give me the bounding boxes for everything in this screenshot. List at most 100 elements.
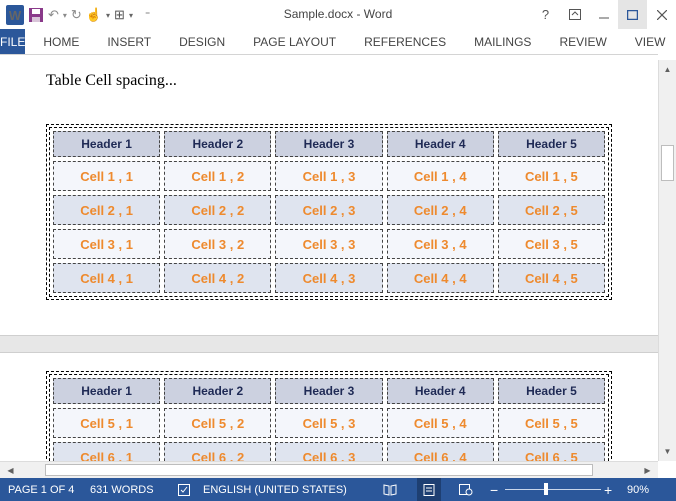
document-area[interactable]: Table Cell spacing... Header 1 Header 2 He… (0, 54, 658, 461)
table-cell[interactable]: Cell 5 , 2 (164, 408, 271, 438)
table-header-cell[interactable]: Header 3 (275, 378, 382, 404)
table-dropdown-icon[interactable]: ▾ (129, 5, 133, 25)
table-cell[interactable]: Cell 1 , 3 (275, 161, 382, 191)
table-cell[interactable]: Cell 6 , 4 (387, 442, 494, 461)
tab-view[interactable]: VIEW (621, 29, 676, 54)
table-cell[interactable]: Cell 5 , 5 (498, 408, 605, 438)
table-header-cell[interactable]: Header 1 (53, 131, 160, 157)
word-count[interactable]: 631 WORDS (90, 478, 154, 501)
document-text: Table Cell spacing... (46, 72, 177, 90)
word-app-icon[interactable]: W (6, 5, 24, 25)
table-cell[interactable]: Cell 5 , 4 (387, 408, 494, 438)
touch-dropdown-icon[interactable]: ▾ (106, 5, 110, 25)
tab-insert[interactable]: INSERT (93, 29, 165, 54)
table-row: Cell 1 , 1 Cell 1 , 2 Cell 1 , 3 Cell 1 , 4… (51, 159, 607, 193)
page-break-gap (0, 335, 658, 353)
title-bar: W ↶ ▾ ↻ ☝ ▾ ⊞ ▾ ⁼ Sample.docx - Word ? (0, 0, 676, 29)
close-button[interactable] (647, 0, 676, 29)
table-header-cell[interactable]: Header 4 (387, 378, 494, 404)
table-body: Header 1 Header 2 Header 3 Header 4 Header 5… (49, 127, 609, 297)
save-icon[interactable] (28, 5, 44, 25)
window-controls: ? (531, 0, 676, 29)
zoom-slider-knob[interactable] (544, 483, 548, 495)
table-header-cell[interactable]: Header 3 (275, 131, 382, 157)
undo-dropdown-icon[interactable]: ▾ (63, 5, 67, 25)
table-cell[interactable]: Cell 3 , 3 (275, 229, 382, 259)
table-cell[interactable]: Cell 4 , 2 (164, 263, 271, 293)
scroll-left-icon[interactable]: ◀ (3, 462, 18, 478)
touch-mode-icon[interactable]: ☝ (86, 5, 102, 25)
table-cell[interactable]: Cell 1 , 2 (164, 161, 271, 191)
table-header-cell[interactable]: Header 5 (498, 131, 605, 157)
table-cell[interactable]: Cell 3 , 2 (164, 229, 271, 259)
table[interactable]: Header 1 Header 2 Header 3 Header 4 Header 5… (46, 124, 612, 300)
table-cell[interactable]: Cell 1 , 5 (498, 161, 605, 191)
tab-file[interactable]: FILE (0, 29, 25, 54)
table-cell[interactable]: Cell 6 , 5 (498, 442, 605, 461)
scroll-down-icon[interactable]: ▼ (659, 444, 676, 459)
page[interactable]: Table Cell spacing... Header 1 Header 2 He… (0, 55, 658, 335)
table-cell[interactable]: Cell 1 , 1 (53, 161, 160, 191)
redo-icon[interactable]: ↻ (71, 5, 82, 25)
zoom-in-button[interactable]: + (604, 478, 612, 501)
help-button[interactable]: ? (531, 0, 560, 29)
table-header-cell[interactable]: Header 1 (53, 378, 160, 404)
table-cell[interactable]: Cell 2 , 4 (387, 195, 494, 225)
maximize-button[interactable] (618, 0, 647, 29)
tab-home[interactable]: HOME (25, 29, 93, 54)
zoom-level[interactable]: 90% (627, 478, 649, 501)
scroll-right-icon[interactable]: ▶ (640, 462, 655, 478)
table-cell[interactable]: Cell 4 , 5 (498, 263, 605, 293)
table-header-cell[interactable]: Header 5 (498, 378, 605, 404)
ribbon-tabs: FILE HOME INSERT DESIGN PAGE LAYOUT REFE… (0, 29, 676, 54)
table-header-cell[interactable]: Header 4 (387, 131, 494, 157)
table-cell[interactable]: Cell 2 , 2 (164, 195, 271, 225)
table-cell[interactable]: Cell 4 , 1 (53, 263, 160, 293)
horizontal-scroll-thumb[interactable] (45, 464, 593, 476)
table-header-cell[interactable]: Header 2 (164, 131, 271, 157)
tab-design[interactable]: DESIGN (165, 29, 239, 54)
tab-references[interactable]: REFERENCES (350, 29, 460, 54)
table-row: Cell 5 , 1 Cell 5 , 2 Cell 5 , 3 Cell 5 , 4… (51, 406, 607, 440)
table-icon[interactable]: ⊞ (114, 5, 125, 25)
table-cell[interactable]: Cell 2 , 5 (498, 195, 605, 225)
table-cell[interactable]: Cell 4 , 4 (387, 263, 494, 293)
undo-icon[interactable]: ↶ (48, 5, 59, 25)
vertical-scrollbar[interactable]: ▲ ▼ (658, 60, 676, 461)
page[interactable]: Header 1 Header 2 Header 3 Header 4 Header 5… (0, 353, 658, 461)
table-cell[interactable]: Cell 3 , 5 (498, 229, 605, 259)
tab-review[interactable]: REVIEW (545, 29, 620, 54)
table-cell[interactable]: Cell 6 , 3 (275, 442, 382, 461)
scroll-up-icon[interactable]: ▲ (659, 62, 676, 77)
table[interactable]: Header 1 Header 2 Header 3 Header 4 Header 5… (46, 371, 612, 461)
web-layout-icon[interactable] (459, 478, 473, 501)
ribbon-display-options-icon[interactable] (560, 0, 589, 29)
table-cell[interactable]: Cell 5 , 1 (53, 408, 160, 438)
table-cell[interactable]: Cell 6 , 1 (53, 442, 160, 461)
print-layout-icon[interactable] (417, 478, 441, 501)
minimize-button[interactable] (589, 0, 618, 29)
proofing-icon[interactable] (178, 478, 192, 501)
tab-mailings[interactable]: MAILINGS (460, 29, 545, 54)
read-mode-icon[interactable] (383, 478, 397, 501)
table-cell[interactable]: Cell 6 , 2 (164, 442, 271, 461)
table-cell[interactable]: Cell 4 , 3 (275, 263, 382, 293)
table-row: Cell 2 , 1 Cell 2 , 2 Cell 2 , 3 Cell 2 , 4… (51, 193, 607, 227)
table-cell[interactable]: Cell 2 , 1 (53, 195, 160, 225)
table-cell[interactable]: Cell 2 , 3 (275, 195, 382, 225)
zoom-out-button[interactable]: − (490, 478, 498, 501)
table-header-row: Header 1 Header 2 Header 3 Header 4 Header 5 (51, 129, 607, 159)
table-cell[interactable]: Cell 5 , 3 (275, 408, 382, 438)
tab-page-layout[interactable]: PAGE LAYOUT (239, 29, 350, 54)
table-header-cell[interactable]: Header 2 (164, 378, 271, 404)
table-cell[interactable]: Cell 3 , 1 (53, 229, 160, 259)
zoom-slider[interactable] (505, 489, 601, 490)
table-cell[interactable]: Cell 1 , 4 (387, 161, 494, 191)
language[interactable]: ENGLISH (UNITED STATES) (203, 478, 347, 501)
vertical-scroll-thumb[interactable] (661, 145, 674, 181)
page-count[interactable]: PAGE 1 OF 4 (8, 478, 74, 501)
customize-toolbar-icon[interactable]: ⁼ (145, 5, 150, 25)
table-cell[interactable]: Cell 3 , 4 (387, 229, 494, 259)
table-row: Cell 6 , 1 Cell 6 , 2 Cell 6 , 3 Cell 6 , 4… (51, 440, 607, 461)
horizontal-scrollbar[interactable]: ◀ ▶ (0, 461, 658, 478)
